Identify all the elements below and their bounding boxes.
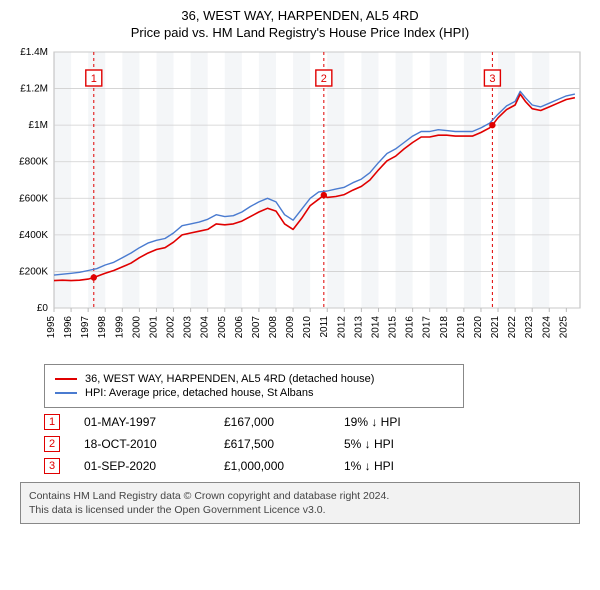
svg-text:2005: 2005 [217, 316, 228, 339]
svg-text:2002: 2002 [166, 316, 177, 339]
sale-marker-icon: 2 [44, 436, 60, 452]
attribution-box: Contains HM Land Registry data © Crown c… [20, 482, 580, 524]
sale-date: 01-MAY-1997 [84, 415, 224, 429]
svg-text:2021: 2021 [490, 316, 501, 339]
sale-marker-icon: 3 [44, 458, 60, 474]
legend-swatch-hpi [55, 392, 77, 394]
svg-text:£200K: £200K [19, 266, 48, 277]
svg-text:1996: 1996 [63, 316, 74, 339]
sale-delta: 19% ↓ HPI [344, 415, 464, 429]
svg-text:2016: 2016 [405, 316, 416, 339]
svg-text:2008: 2008 [268, 316, 279, 339]
svg-text:2015: 2015 [388, 316, 399, 339]
legend-swatch-property [55, 378, 77, 380]
legend-label-property: 36, WEST WAY, HARPENDEN, AL5 4RD (detach… [85, 373, 374, 385]
svg-text:2012: 2012 [336, 316, 347, 339]
sale-price: £167,000 [224, 415, 344, 429]
svg-text:2023: 2023 [524, 316, 535, 339]
svg-text:2017: 2017 [422, 316, 433, 339]
svg-text:2013: 2013 [353, 316, 364, 339]
svg-text:2006: 2006 [234, 316, 245, 339]
sales-table: 1 01-MAY-1997 £167,000 19% ↓ HPI 2 18-OC… [44, 414, 580, 474]
svg-text:2019: 2019 [456, 316, 467, 339]
svg-text:2020: 2020 [473, 316, 484, 339]
svg-text:£400K: £400K [19, 230, 48, 241]
attribution-line: This data is licensed under the Open Gov… [29, 503, 571, 517]
chart-title: 36, WEST WAY, HARPENDEN, AL5 4RD [10, 8, 590, 23]
svg-text:1998: 1998 [97, 316, 108, 339]
sale-delta: 1% ↓ HPI [344, 459, 464, 473]
svg-text:1: 1 [91, 73, 97, 85]
svg-text:2011: 2011 [319, 316, 330, 338]
sale-row: 2 18-OCT-2010 £617,500 5% ↓ HPI [44, 436, 580, 452]
svg-text:2: 2 [321, 73, 327, 85]
svg-text:£0: £0 [37, 303, 49, 314]
svg-text:£1.4M: £1.4M [20, 47, 48, 58]
chart-svg: £0 £200K £400K £600K £800K £1M £1.2M £1.4M 1995 1… [10, 46, 590, 356]
sale-marker-icon: 1 [44, 414, 60, 430]
legend-label-hpi: HPI: Average price, detached house, St A… [85, 387, 314, 399]
svg-text:2009: 2009 [285, 316, 296, 339]
sale-row: 3 01-SEP-2020 £1,000,000 1% ↓ HPI [44, 458, 580, 474]
sale-date: 18-OCT-2010 [84, 437, 224, 451]
attribution-line: Contains HM Land Registry data © Crown c… [29, 489, 571, 503]
sale-date: 01-SEP-2020 [84, 459, 224, 473]
sale-price: £617,500 [224, 437, 344, 451]
chart-container: 36, WEST WAY, HARPENDEN, AL5 4RD Price p… [0, 0, 600, 532]
legend-row-hpi: HPI: Average price, detached house, St A… [55, 387, 453, 399]
svg-text:2014: 2014 [370, 316, 381, 339]
svg-text:2018: 2018 [439, 316, 450, 339]
chart-subtitle: Price paid vs. HM Land Registry's House … [10, 25, 590, 40]
svg-text:2025: 2025 [558, 316, 569, 339]
title-block: 36, WEST WAY, HARPENDEN, AL5 4RD Price p… [10, 8, 590, 40]
svg-text:2000: 2000 [131, 316, 142, 339]
legend-row-property: 36, WEST WAY, HARPENDEN, AL5 4RD (detach… [55, 373, 453, 385]
svg-text:1995: 1995 [46, 316, 57, 339]
chart-area: £0 £200K £400K £600K £800K £1M £1.2M £1.4M 1995 1… [10, 46, 590, 356]
svg-text:2010: 2010 [302, 316, 313, 339]
svg-text:2022: 2022 [507, 316, 518, 339]
sale-price: £1,000,000 [224, 459, 344, 473]
legend: 36, WEST WAY, HARPENDEN, AL5 4RD (detach… [44, 364, 464, 408]
svg-text:2024: 2024 [541, 316, 552, 339]
sale-row: 1 01-MAY-1997 £167,000 19% ↓ HPI [44, 414, 580, 430]
svg-text:£1M: £1M [29, 120, 48, 131]
svg-text:£600K: £600K [19, 193, 48, 204]
svg-text:1999: 1999 [114, 316, 125, 339]
svg-text:£1.2M: £1.2M [20, 84, 48, 95]
svg-text:2001: 2001 [148, 316, 159, 339]
svg-text:1997: 1997 [80, 316, 91, 339]
svg-text:2007: 2007 [251, 316, 262, 339]
svg-text:3: 3 [489, 73, 495, 85]
sale-delta: 5% ↓ HPI [344, 437, 464, 451]
svg-text:2003: 2003 [183, 316, 194, 339]
svg-text:2004: 2004 [200, 316, 211, 339]
svg-text:£800K: £800K [19, 157, 48, 168]
